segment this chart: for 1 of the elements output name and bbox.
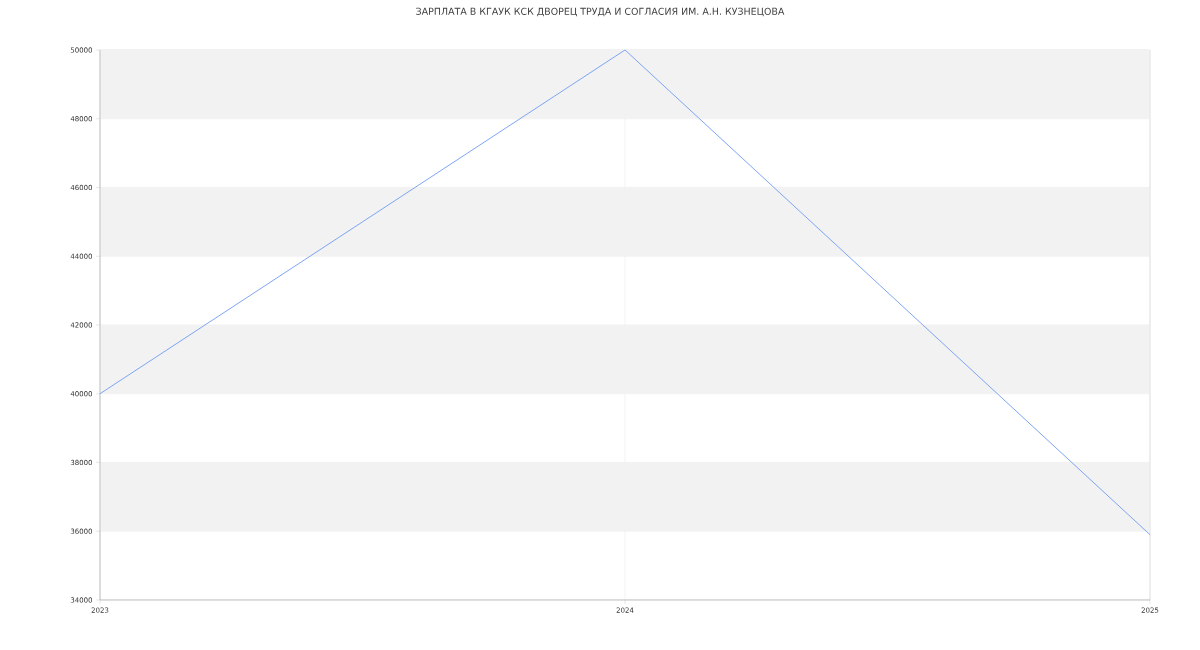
chart-title: ЗАРПЛАТА В КГАУК КСК ДВОРЕЦ ТРУДА И СОГЛАСИЯ ИМ. А.Н. КУЗНЕЦОВА [416, 7, 785, 17]
